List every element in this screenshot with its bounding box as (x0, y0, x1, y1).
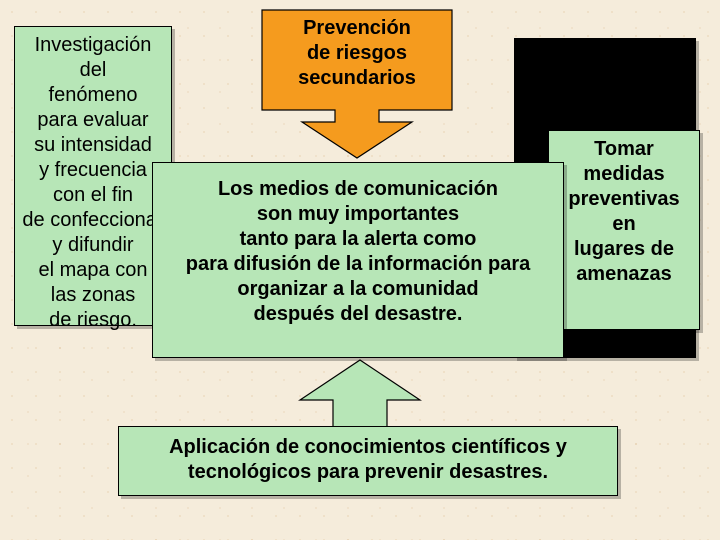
bottom-box: Aplicación de conocimientos científicos … (118, 426, 618, 496)
bottom-box-text: Aplicación de conocimientos científicos … (125, 435, 611, 485)
